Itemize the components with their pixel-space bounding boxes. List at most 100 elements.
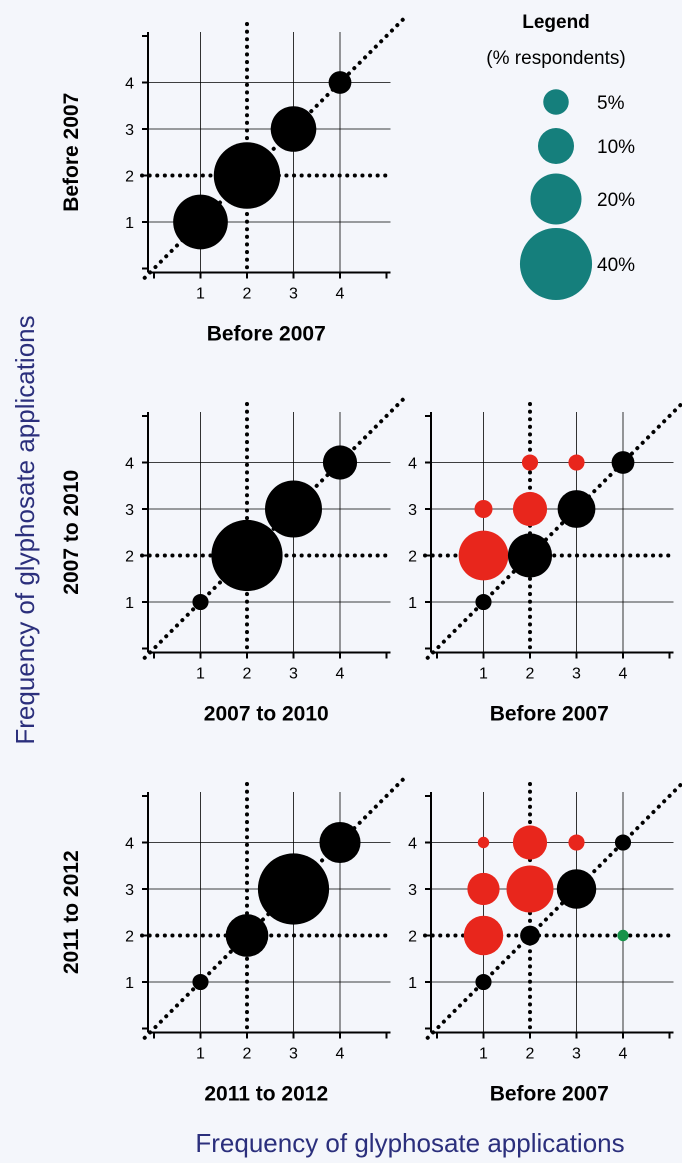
bubble-same: [211, 519, 283, 592]
y-tick-label: 1: [125, 975, 134, 992]
y-axis-label: 2011 to 2012: [60, 850, 83, 974]
legend-title: Legend: [522, 12, 590, 33]
y-tick-label: 4: [125, 456, 134, 473]
x-tick-label: 3: [289, 666, 298, 683]
bubble-same: [270, 106, 317, 152]
panel-2007to2010-vs-before2007: 1 1 2 2 3 3 4 4 Before 2007: [408, 400, 682, 726]
x-tick-label: 3: [572, 1046, 581, 1063]
x-tick-label: 4: [619, 666, 628, 683]
y-tick-label: 4: [125, 76, 134, 93]
legend-bubble: [543, 89, 569, 115]
legend-item-label: 40%: [597, 255, 635, 276]
x-tick-label: 3: [289, 1046, 298, 1063]
x-tick-label: 1: [196, 666, 205, 683]
diagonal-reference-line: [425, 400, 682, 660]
y-tick-label: 2: [125, 169, 134, 186]
x-tick-label: 4: [336, 1046, 345, 1063]
y-axis-label: Before 2007: [60, 93, 83, 212]
figure-y-axis-title: Frequency of glyphosate applications: [10, 315, 40, 744]
bubble-same: [173, 194, 228, 250]
bubble-increase: [512, 825, 548, 860]
bubble-increase: [512, 491, 548, 527]
x-tick-label: 3: [572, 666, 581, 683]
legend-item-label: 20%: [597, 190, 635, 211]
bubble-same: [192, 593, 209, 611]
x-tick-label: 2: [243, 666, 252, 683]
figure-x-axis-title: Frequency of glyphosate applications: [195, 1128, 624, 1158]
y-tick-label: 1: [125, 215, 134, 232]
bubble-same: [614, 834, 632, 851]
bubble-same: [556, 869, 597, 909]
bubble-same: [225, 914, 269, 957]
legend-item-label: 5%: [597, 93, 625, 114]
y-tick-label: 3: [408, 882, 417, 899]
bubble-increase: [474, 499, 493, 519]
y-tick-label: 2: [408, 929, 417, 946]
x-axis-label: Before 2007: [207, 323, 326, 346]
x-tick-label: 4: [336, 666, 345, 683]
x-axis-label: 2011 to 2012: [204, 1083, 328, 1106]
y-tick-label: 4: [408, 456, 417, 473]
x-axis-label: 2007 to 2010: [204, 703, 329, 726]
legend: Legend (% respondents) 5% 10% 20% 40%: [486, 12, 635, 301]
x-tick-label: 1: [196, 286, 205, 303]
y-tick-label: 2: [125, 929, 134, 946]
diagonal-reference-line: [425, 780, 682, 1040]
panel-2007to2010-2007to2010: 1 1 2 2 3 3 4 4 2007 to 2010 2007 to 2010: [60, 397, 405, 726]
x-tick-label: 2: [526, 1046, 535, 1063]
panel-before2007-before2007: 1 1 2 2 3 3 4 4 Before 2007 Before 2007: [60, 17, 405, 346]
bubble-same: [475, 593, 492, 611]
x-tick-label: 2: [243, 1046, 252, 1063]
bubble-increase: [463, 915, 504, 956]
bubble-increase: [568, 834, 585, 851]
bubble-increase: [467, 872, 500, 906]
x-tick-label: 1: [196, 1046, 205, 1063]
legend-subtitle: (% respondents): [486, 48, 625, 69]
bubble-decrease: [617, 929, 629, 942]
bubble-increase: [477, 836, 490, 849]
x-tick-label: 2: [243, 286, 252, 303]
bubble-same: [192, 973, 209, 991]
panel-2011to2012-vs-before2007: 1 1 2 2 3 3 4 4 Before 2007: [408, 780, 682, 1106]
y-tick-label: 1: [125, 595, 134, 612]
y-tick-label: 3: [408, 502, 417, 519]
panel-2011to2012-2011to2012: 1 1 2 2 3 3 4 4 2011 to 2012 2011 to 2012: [60, 777, 405, 1106]
legend-item-label: 10%: [597, 137, 635, 158]
x-tick-label: 4: [336, 286, 345, 303]
bubble-same: [213, 142, 281, 209]
y-tick-label: 4: [125, 836, 134, 853]
bubble-same: [475, 973, 492, 991]
y-tick-label: 2: [125, 549, 134, 566]
bubble-same: [557, 490, 596, 528]
y-tick-label: 3: [125, 502, 134, 519]
bubble-same: [265, 480, 322, 538]
legend-bubble: [530, 173, 582, 225]
bubble-same: [319, 821, 361, 864]
bubble-same: [611, 451, 635, 474]
x-tick-label: 1: [479, 666, 488, 683]
x-axis-label: Before 2007: [490, 1083, 609, 1106]
y-tick-label: 3: [125, 122, 134, 139]
bubble-increase: [521, 454, 539, 471]
y-tick-label: 3: [125, 882, 134, 899]
y-axis-label: 2007 to 2010: [60, 470, 83, 595]
bubble-increase: [458, 530, 509, 581]
bubble-same: [520, 925, 540, 946]
x-tick-label: 4: [619, 1046, 628, 1063]
bubble-same: [507, 533, 553, 578]
legend-bubble: [519, 227, 593, 301]
bubble-same: [322, 445, 358, 480]
y-tick-label: 4: [408, 836, 417, 853]
bubble-same: [257, 853, 330, 925]
x-axis-label: Before 2007: [490, 703, 609, 726]
bubble-same: [328, 71, 352, 94]
x-tick-label: 3: [289, 286, 298, 303]
x-tick-label: 1: [479, 1046, 488, 1063]
bubble-increase: [568, 454, 585, 471]
x-tick-label: 2: [526, 666, 535, 683]
legend-bubble: [537, 127, 575, 165]
y-tick-label: 2: [408, 549, 417, 566]
y-tick-label: 1: [408, 975, 417, 992]
y-tick-label: 1: [408, 595, 417, 612]
